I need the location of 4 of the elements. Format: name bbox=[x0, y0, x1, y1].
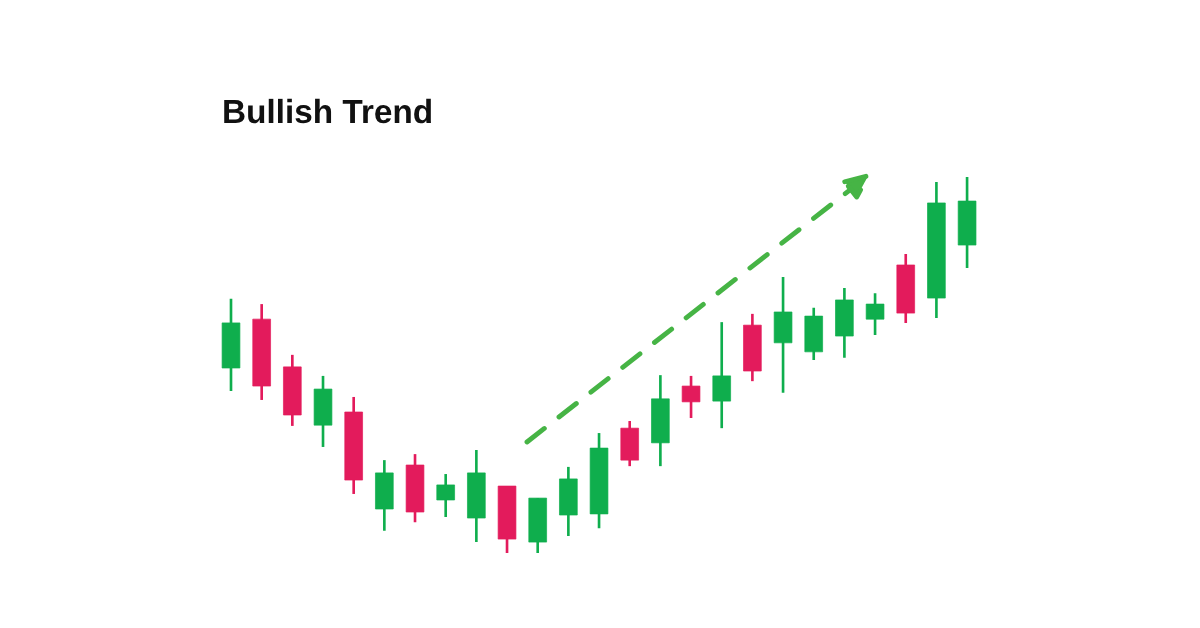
candlestick bbox=[436, 472, 455, 519]
candlestick bbox=[865, 291, 885, 337]
candlestick bbox=[681, 374, 701, 420]
chart-title: Bullish Trend bbox=[224, 98, 431, 124]
